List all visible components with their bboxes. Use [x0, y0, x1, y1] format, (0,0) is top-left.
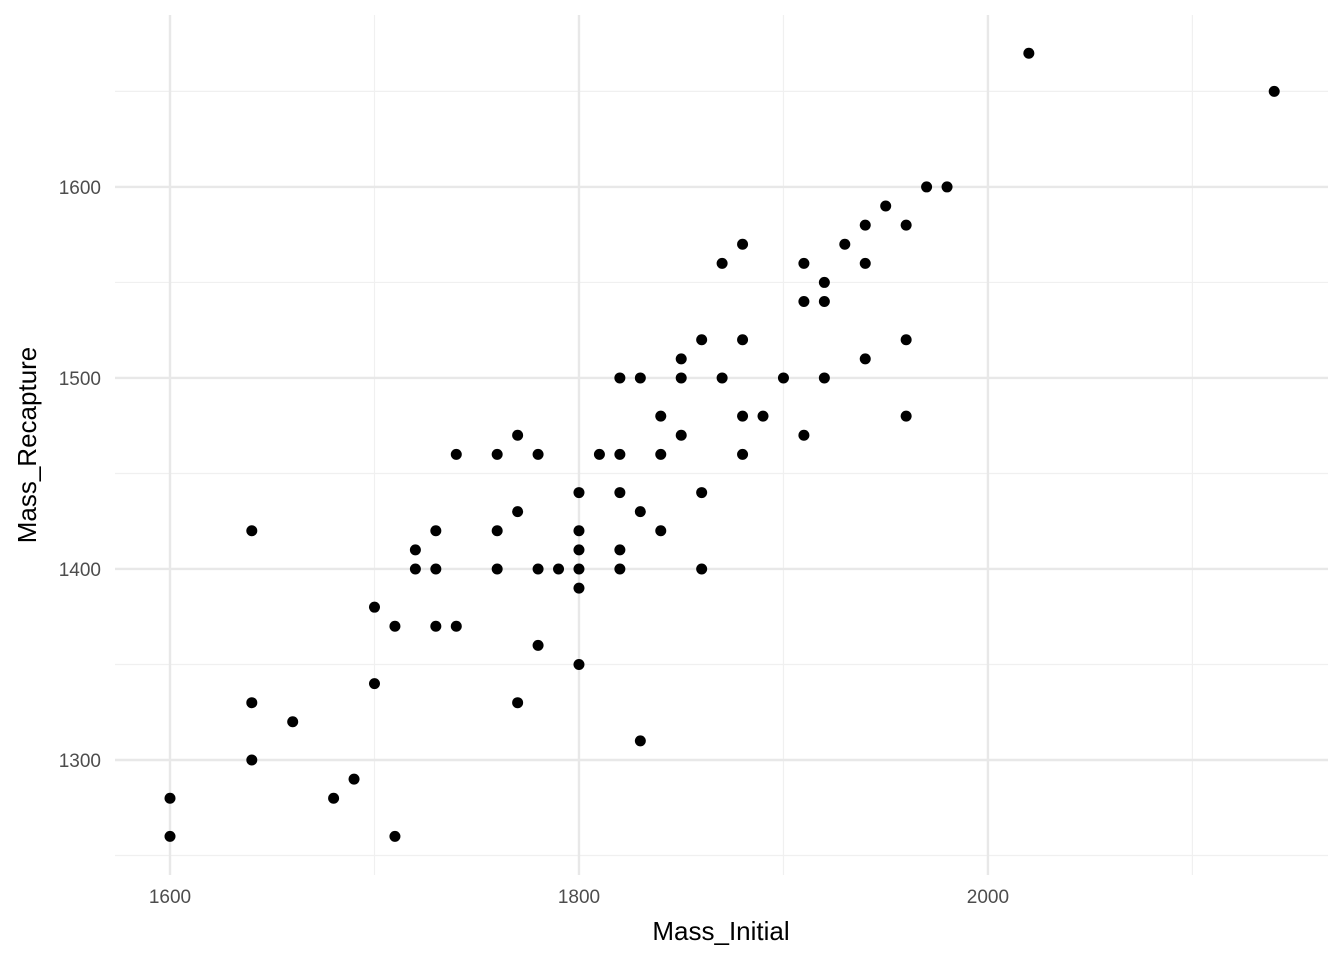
y-tick-label: 1600	[59, 178, 101, 199]
point	[532, 448, 544, 460]
x-tick-label: 2000	[967, 887, 1009, 908]
point	[675, 372, 687, 384]
point	[553, 563, 565, 575]
point	[859, 353, 871, 365]
point	[287, 716, 299, 728]
point	[246, 754, 258, 766]
point	[430, 563, 442, 575]
point	[532, 563, 544, 575]
point	[164, 792, 176, 804]
point	[512, 697, 524, 709]
point	[573, 487, 585, 499]
point	[450, 448, 462, 460]
point	[777, 372, 789, 384]
point	[164, 830, 176, 842]
point	[246, 525, 258, 537]
x-axis-title: Mass_Initial	[652, 916, 789, 946]
point	[1023, 47, 1035, 59]
point	[655, 448, 667, 460]
point	[900, 334, 912, 346]
point	[900, 410, 912, 422]
point	[818, 296, 830, 308]
y-tick-label: 1300	[59, 751, 101, 772]
point	[696, 563, 708, 575]
point	[573, 525, 585, 537]
point	[409, 563, 421, 575]
point	[798, 296, 810, 308]
point	[368, 678, 380, 690]
point	[737, 238, 749, 250]
point	[839, 238, 851, 250]
point	[634, 735, 646, 747]
point	[880, 200, 892, 212]
point	[614, 448, 626, 460]
point	[655, 525, 667, 537]
point	[491, 563, 503, 575]
point	[737, 410, 749, 422]
point	[532, 639, 544, 651]
point	[798, 429, 810, 441]
point	[512, 429, 524, 441]
point	[573, 563, 585, 575]
point	[246, 697, 258, 709]
point	[368, 601, 380, 613]
point	[634, 372, 646, 384]
point	[696, 334, 708, 346]
point	[512, 506, 524, 518]
point	[573, 544, 585, 556]
point	[634, 506, 646, 518]
point	[348, 773, 360, 785]
point	[491, 525, 503, 537]
point	[675, 353, 687, 365]
point	[614, 544, 626, 556]
point	[614, 563, 626, 575]
point	[859, 257, 871, 269]
point	[818, 372, 830, 384]
point	[389, 620, 401, 632]
point	[737, 334, 749, 346]
point	[941, 181, 953, 193]
point	[1268, 85, 1280, 97]
point	[593, 448, 605, 460]
point	[409, 544, 421, 556]
point	[430, 620, 442, 632]
point	[491, 448, 503, 460]
y-tick-label: 1500	[59, 369, 101, 390]
point	[900, 219, 912, 231]
y-axis-title: Mass_Recapture	[12, 347, 42, 544]
point	[818, 276, 830, 288]
point	[737, 448, 749, 460]
point	[921, 181, 933, 193]
point	[430, 525, 442, 537]
x-tick-label: 1600	[149, 887, 191, 908]
point	[716, 257, 728, 269]
point	[573, 658, 585, 670]
point	[450, 620, 462, 632]
point	[859, 219, 871, 231]
point	[573, 582, 585, 594]
point	[614, 487, 626, 499]
y-tick-label: 1400	[59, 560, 101, 581]
x-tick-label: 1800	[558, 887, 600, 908]
point	[614, 372, 626, 384]
point	[389, 830, 401, 842]
point	[716, 372, 728, 384]
point	[655, 410, 667, 422]
point	[757, 410, 769, 422]
point	[675, 429, 687, 441]
point	[328, 792, 340, 804]
point	[798, 257, 810, 269]
point	[696, 487, 708, 499]
